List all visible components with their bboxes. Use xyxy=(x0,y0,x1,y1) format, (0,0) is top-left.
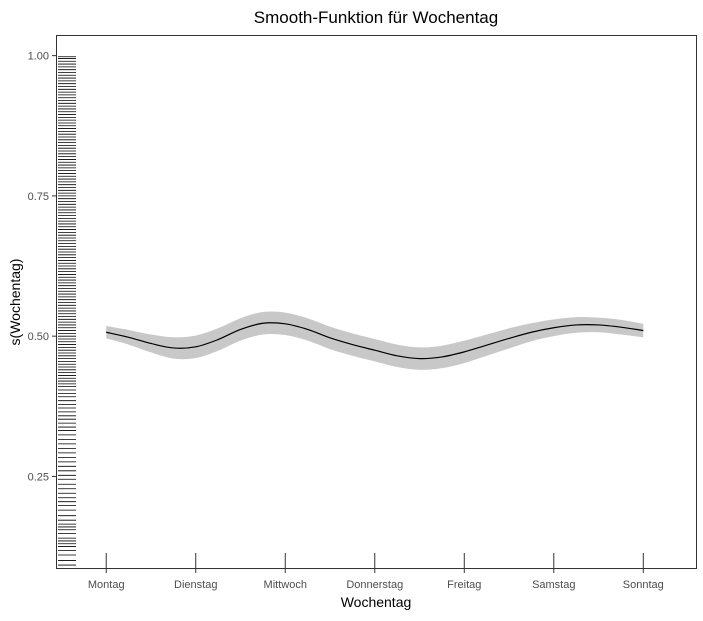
y-tick-label: 0.25 xyxy=(28,471,49,483)
x-tick-label: Mittwoch xyxy=(264,579,307,591)
ci-band-layer xyxy=(106,311,644,370)
y-tick-label: 1.00 xyxy=(28,51,49,63)
x-tick-label: Dienstag xyxy=(174,579,217,591)
y-tick-label: 0.50 xyxy=(28,331,49,343)
smooth-line-layer xyxy=(106,322,644,360)
panel-border xyxy=(56,35,697,569)
rug-layer xyxy=(58,56,76,566)
y-axis-title: s(Wochentag) xyxy=(7,259,23,346)
chart-title: Smooth-Funktion für Wochentag xyxy=(254,8,498,27)
confidence-band xyxy=(106,311,644,370)
x-axis-title: Wochentag xyxy=(341,594,412,610)
x-tick-label: Freitag xyxy=(447,579,481,591)
y-axis: 0.25 0.50 0.75 1.00 xyxy=(28,51,56,483)
x-axis: Montag Dienstag Mittwoch Donnerstag Freitag S… xyxy=(88,553,664,591)
smooth-line xyxy=(106,322,644,360)
y-tick-label: 0.75 xyxy=(28,191,49,203)
x-tick-label: Sonntag xyxy=(623,579,664,591)
x-tick-label: Donnerstag xyxy=(346,579,403,591)
x-tick-label: Samstag xyxy=(532,579,575,591)
x-tick-label: Montag xyxy=(88,579,125,591)
